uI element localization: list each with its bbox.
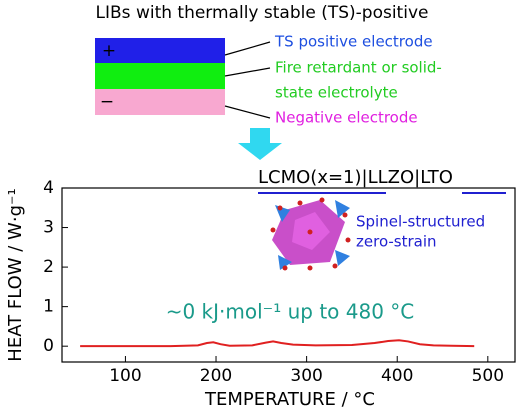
y-tick-label: 0	[43, 336, 54, 356]
x-tick-label: 100	[109, 366, 141, 386]
y-axis-label: HEAT FLOW / W·g⁻¹	[5, 188, 26, 361]
y-tick-label: 4	[43, 178, 54, 198]
cell-text: LCMO(x=1)|LLZO|LTO	[258, 167, 453, 188]
label: TS positive electrode	[274, 33, 433, 51]
inset-text: zero-strain	[356, 233, 437, 251]
x-tick-label: 300	[290, 366, 322, 386]
negative-layer	[95, 89, 225, 115]
x-axis-label: TEMPERATURE / °C	[204, 389, 375, 410]
cell-part: |LLZO|	[362, 167, 421, 188]
label: Fire retardant or solid-	[275, 59, 442, 77]
electrolyte-layer	[95, 63, 225, 89]
annotation: ~0 kJ·mol⁻¹ up to 480 °C	[166, 300, 415, 324]
y-tick-label: 1	[43, 297, 54, 317]
plot-frame	[61, 187, 516, 363]
data-line	[80, 339, 475, 348]
label: state electrolyte	[275, 84, 398, 102]
positive-layer	[95, 38, 225, 63]
cell-part: LCMO(x=1)	[258, 167, 362, 188]
y-tick-label: 3	[43, 218, 54, 238]
minus-sign: −	[100, 92, 114, 112]
cell-part: LTO	[420, 167, 453, 188]
x-tick-label: 500	[472, 366, 504, 386]
plus-sign: +	[102, 41, 116, 61]
y-tick-label: 2	[43, 257, 54, 277]
x-tick-label: 400	[381, 366, 413, 386]
crystal-inset	[270, 197, 351, 271]
title: LIBs with thermally stable (TS)-positive	[96, 3, 429, 23]
leader-lines	[224, 41, 271, 119]
label: Negative electrode	[275, 109, 418, 127]
inset-text: Spinel-structured	[356, 213, 485, 231]
x-tick-label: 200	[200, 366, 232, 386]
arrow	[238, 128, 282, 160]
